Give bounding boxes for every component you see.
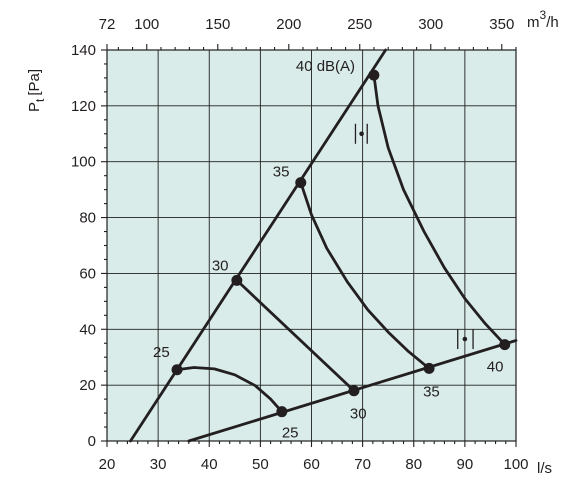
data-points: 25 30 35 40 dB(A) 25 30 35 40: [153, 58, 511, 442]
sound-level-label: 30: [350, 406, 367, 423]
boundary-upper-line: [129, 48, 388, 443]
secondary-x-axis-label-main: m: [527, 14, 540, 31]
range-marker-center-dot: [359, 131, 364, 137]
x-tick-label: 70: [354, 456, 371, 473]
secondary-x-tick-label: 250: [347, 16, 372, 33]
x-tick-label: 30: [150, 456, 167, 473]
x-tick-label: 80: [405, 456, 422, 473]
x-tick-label: 90: [457, 456, 474, 473]
sound-curve-line: [372, 73, 507, 347]
y-tick-label: 140: [71, 42, 96, 59]
sound-level-point: [499, 339, 511, 351]
sound-level-point: [368, 69, 380, 81]
x-axis-label: l/s: [537, 460, 552, 477]
y-axis-label-sub: t: [33, 98, 47, 102]
sound-level-label: 40 dB(A): [296, 58, 355, 75]
axis-ticks: [101, 44, 517, 447]
sound-level-label: 30: [212, 257, 229, 274]
sound-level-label: 35: [423, 383, 440, 400]
range-markers: [354, 123, 474, 350]
y-axis-label-main: P: [26, 102, 43, 112]
x-tick-label: 40: [201, 456, 218, 473]
sound-curve-line: [299, 181, 431, 370]
y-tick-label: 0: [88, 433, 96, 450]
secondary-x-axis-label-sup: 3: [540, 8, 547, 22]
y-tick-label: 120: [71, 98, 96, 115]
secondary-x-tick-label: 350: [489, 16, 514, 33]
sound-level-point: [348, 385, 360, 397]
x-tick-label: 100: [503, 456, 528, 473]
y-axis-label-unit: [Pa]: [26, 69, 43, 96]
y-tick-label: 80: [79, 210, 96, 227]
sound-level-point: [276, 406, 288, 418]
secondary-x-tick-label: 300: [418, 16, 443, 33]
sound-curve-line: [175, 366, 284, 414]
sound-level-point: [295, 177, 307, 189]
sound-level-label: 40: [487, 359, 504, 376]
x-tick-label: 50: [252, 456, 269, 473]
sound-level-label: 25: [282, 425, 299, 442]
sound-level-point: [171, 364, 183, 376]
secondary-x-tick-label: 200: [276, 16, 301, 33]
sound-level-label: 25: [153, 344, 170, 361]
secondary-x-tick-label: 150: [205, 16, 230, 33]
secondary-x-axis-label: m3/h: [527, 8, 559, 31]
range-marker-center-dot: [462, 336, 468, 342]
secondary-x-tick-label: 100: [134, 16, 159, 33]
sound-curve-line: [235, 278, 356, 393]
sound-level-label: 35: [273, 164, 290, 181]
y-tick-label: 20: [79, 377, 96, 394]
sound-level-point: [423, 362, 435, 374]
secondary-x-axis-label-rest: /h: [546, 14, 559, 31]
x-tick-label: 20: [99, 456, 116, 473]
y-tick-label: 100: [71, 154, 96, 171]
y-tick-label: 40: [79, 321, 96, 338]
x-tick-label: 60: [303, 456, 320, 473]
y-tick-label: 60: [79, 265, 96, 282]
y-axis-label: Pt [Pa]: [26, 69, 47, 112]
secondary-x-tick-label: 72: [99, 16, 116, 33]
sound-level-point: [231, 274, 243, 286]
